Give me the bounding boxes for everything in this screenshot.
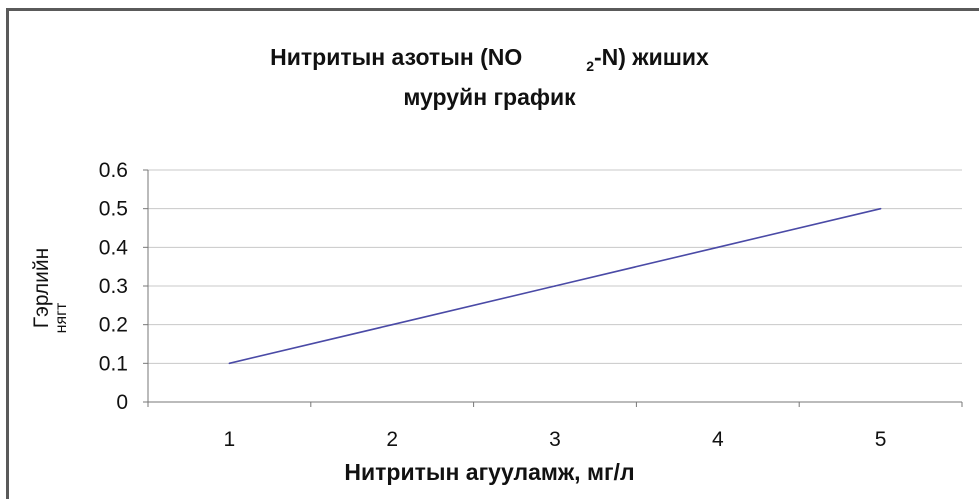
chart-frame [6, 8, 979, 499]
y-tick-label: 0.6 [99, 159, 128, 182]
data-point [879, 207, 882, 210]
y-tick-label: 0.3 [99, 275, 128, 298]
chart-title-part1: Нитритын азотын (NO [270, 44, 523, 70]
x-tick-label: 3 [549, 428, 561, 451]
data-point [228, 362, 231, 365]
y-tick-label: 0.2 [99, 314, 128, 337]
data-point [554, 285, 556, 287]
data-point [717, 246, 719, 249]
y-tick-label: 0.5 [99, 198, 128, 221]
x-tick-label: 4 [712, 428, 724, 451]
chart-title-part2: -N) жиших [593, 44, 709, 70]
data-point [391, 323, 394, 326]
y-tick-label: 0.1 [99, 352, 128, 375]
x-axis-label: Нитритын агууламж, мг/л [344, 459, 635, 485]
chart-title-subscript: 2 [586, 58, 594, 74]
x-tick-label: 5 [875, 428, 887, 451]
y-tick-label: 0 [116, 391, 128, 414]
chart-title-line1: Нитритын азотын (NO 2-N) жиших [0, 44, 979, 74]
chart-title-line2: муруйн график [403, 84, 576, 110]
y-tick-label: 0.4 [99, 236, 129, 259]
y-axis-label-line2: нягт [53, 302, 70, 334]
y-axis-label: Гэрлийн [30, 247, 53, 329]
x-tick-label: 1 [224, 428, 236, 451]
x-tick-label: 2 [386, 428, 398, 451]
